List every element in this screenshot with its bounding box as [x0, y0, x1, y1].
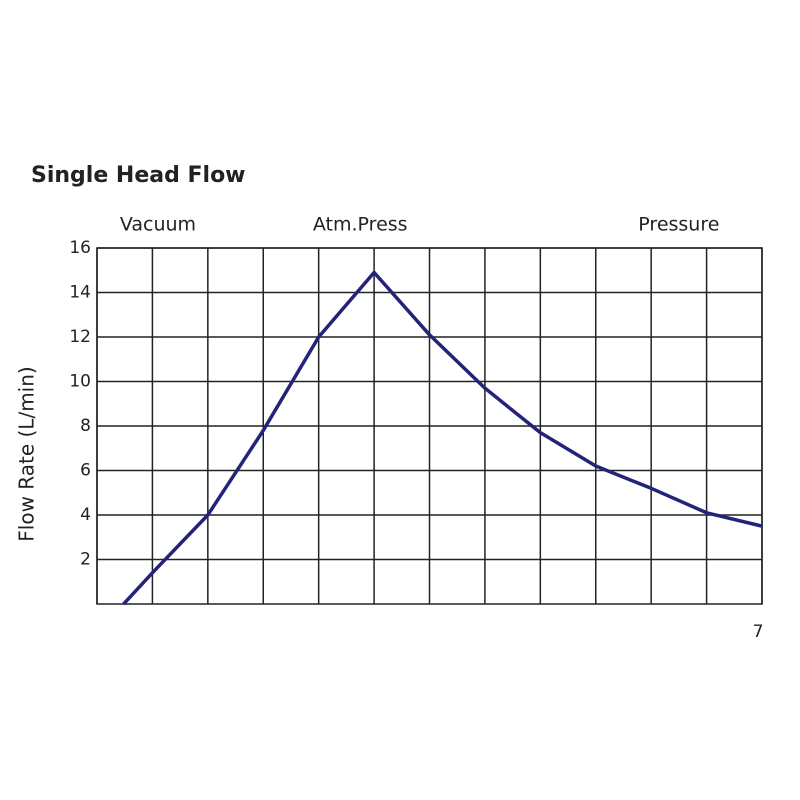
y-tick-label: 14 — [69, 283, 91, 303]
y-axis-label: Flow Rate (L/min) — [15, 366, 39, 541]
chart-title: Single Head Flow — [31, 163, 246, 188]
x-tick-label: 7 — [753, 622, 764, 642]
y-tick-label: 4 — [80, 505, 91, 525]
y-tick-label: 8 — [80, 416, 91, 436]
data-line — [122, 270, 763, 606]
y-tick-label: 10 — [69, 372, 91, 392]
y-tick-label: 2 — [80, 550, 91, 570]
y-tick-label: 12 — [69, 327, 91, 347]
annotation: Pressure — [638, 214, 719, 236]
y-tick-label: 6 — [80, 461, 91, 481]
y-tick-label: 16 — [69, 238, 91, 258]
annotation: Atm.Press — [313, 214, 408, 236]
annotation: Vacuum — [120, 214, 196, 236]
